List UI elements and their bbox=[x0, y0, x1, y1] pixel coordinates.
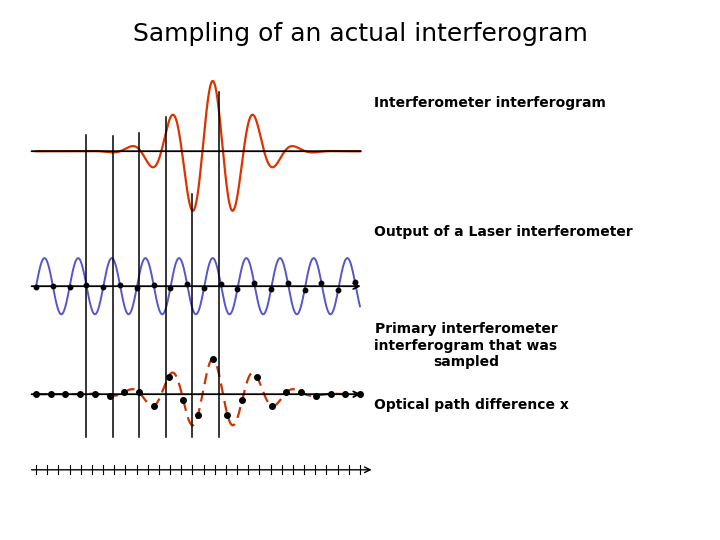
Text: Primary interferometer
interferogram that was
sampled: Primary interferometer interferogram tha… bbox=[374, 322, 557, 369]
Text: Interferometer interferogram: Interferometer interferogram bbox=[374, 96, 606, 110]
Text: Sampling of an actual interferogram: Sampling of an actual interferogram bbox=[132, 22, 588, 45]
Text: Output of a Laser interferometer: Output of a Laser interferometer bbox=[374, 225, 633, 239]
Text: Optical path difference x: Optical path difference x bbox=[374, 398, 570, 412]
